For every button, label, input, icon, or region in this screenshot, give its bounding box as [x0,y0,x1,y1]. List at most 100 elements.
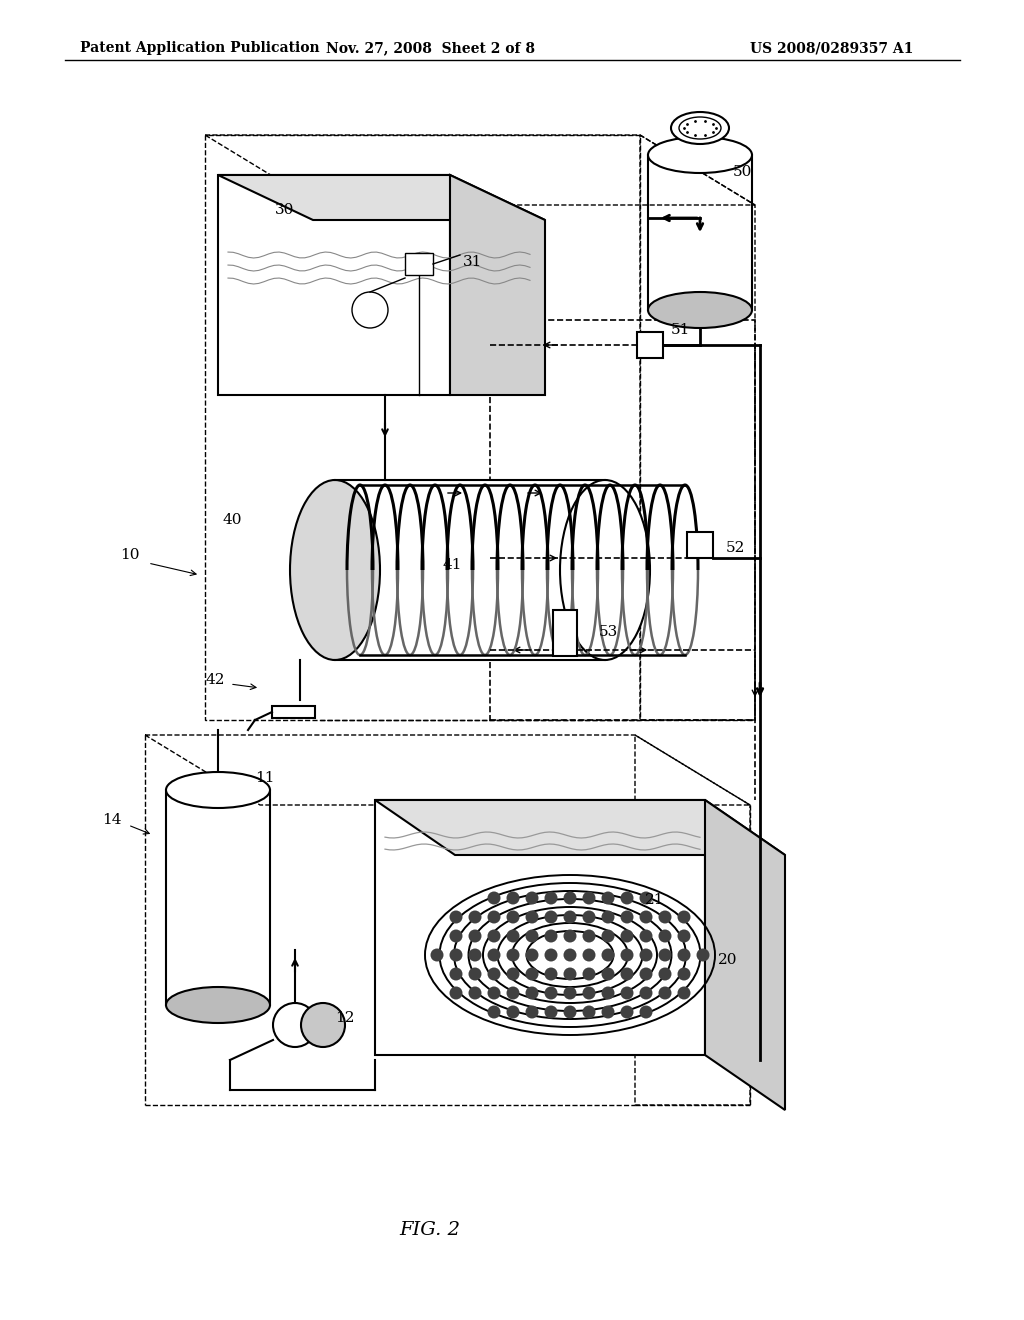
Circle shape [678,911,690,924]
Circle shape [545,968,557,981]
Circle shape [621,929,634,942]
Circle shape [450,968,463,981]
Circle shape [640,968,652,981]
Circle shape [507,929,519,942]
Circle shape [601,968,614,981]
Text: 42: 42 [205,673,224,686]
Circle shape [487,929,501,942]
Circle shape [601,891,614,904]
Circle shape [583,891,596,904]
Circle shape [563,949,577,961]
Text: Patent Application Publication: Patent Application Publication [80,41,319,55]
Text: 52: 52 [725,541,744,554]
Ellipse shape [671,112,729,144]
Circle shape [601,929,614,942]
Bar [406,253,433,275]
Circle shape [487,968,501,981]
Ellipse shape [648,292,752,327]
Circle shape [450,929,463,942]
Circle shape [621,986,634,999]
Circle shape [621,949,634,961]
Circle shape [430,949,443,961]
Circle shape [273,1003,317,1047]
Text: 10: 10 [120,548,139,562]
Text: 53: 53 [598,624,617,639]
Circle shape [678,949,690,961]
Polygon shape [218,176,450,395]
Circle shape [583,986,596,999]
Circle shape [525,949,539,961]
Circle shape [487,891,501,904]
Circle shape [525,1006,539,1019]
Circle shape [678,929,690,942]
Text: US 2008/0289357 A1: US 2008/0289357 A1 [750,41,913,55]
Circle shape [563,911,577,924]
Circle shape [640,1006,652,1019]
Ellipse shape [648,137,752,173]
Circle shape [487,1006,501,1019]
Circle shape [640,986,652,999]
Circle shape [525,891,539,904]
Circle shape [469,968,481,981]
Text: 30: 30 [275,203,295,216]
Text: 51: 51 [671,323,690,337]
Bar [687,532,713,558]
Circle shape [583,911,596,924]
Circle shape [640,911,652,924]
Ellipse shape [290,480,380,660]
Circle shape [601,949,614,961]
Text: FIG. 2: FIG. 2 [399,1221,461,1239]
Bar [637,333,663,358]
Polygon shape [705,800,785,1110]
Text: 21: 21 [645,894,665,907]
Circle shape [640,891,652,904]
Circle shape [545,1006,557,1019]
Ellipse shape [560,480,650,660]
Circle shape [658,968,672,981]
Bar [553,610,577,656]
Circle shape [601,986,614,999]
Circle shape [696,949,710,961]
Circle shape [525,911,539,924]
Bar [490,319,755,719]
Text: 40: 40 [222,513,242,527]
Circle shape [601,1006,614,1019]
Polygon shape [335,480,605,660]
Polygon shape [375,800,705,1055]
Circle shape [545,891,557,904]
Circle shape [563,968,577,981]
Circle shape [352,292,388,327]
Circle shape [507,891,519,904]
Circle shape [507,911,519,924]
Circle shape [450,986,463,999]
Circle shape [583,949,596,961]
Circle shape [678,986,690,999]
Circle shape [658,949,672,961]
Circle shape [507,968,519,981]
Polygon shape [272,706,315,718]
Circle shape [658,986,672,999]
Circle shape [469,986,481,999]
Circle shape [563,891,577,904]
Circle shape [525,986,539,999]
Circle shape [545,949,557,961]
Text: 20: 20 [718,953,737,968]
Text: 11: 11 [255,771,274,785]
Circle shape [469,949,481,961]
Circle shape [678,968,690,981]
Circle shape [507,1006,519,1019]
Circle shape [621,891,634,904]
Circle shape [545,986,557,999]
Circle shape [563,1006,577,1019]
Circle shape [469,911,481,924]
Polygon shape [375,800,785,855]
Text: 41: 41 [442,558,462,572]
Circle shape [658,911,672,924]
Circle shape [525,968,539,981]
Text: 50: 50 [732,165,752,180]
Circle shape [545,911,557,924]
Text: 12: 12 [335,1011,354,1026]
Circle shape [301,1003,345,1047]
Text: Nov. 27, 2008  Sheet 2 of 8: Nov. 27, 2008 Sheet 2 of 8 [326,41,535,55]
Circle shape [621,911,634,924]
